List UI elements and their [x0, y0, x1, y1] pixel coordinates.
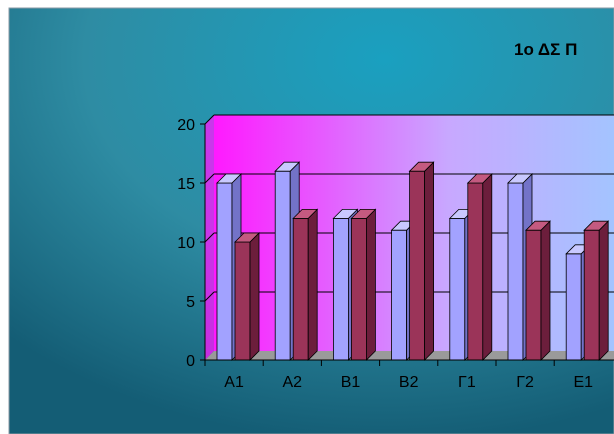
bar-2	[350, 208, 377, 361]
gridline-diagonal	[204, 291, 215, 302]
bar-top	[216, 173, 242, 184]
bar-front	[234, 241, 251, 361]
gridline-diagonal	[204, 173, 215, 184]
x-tick-label: Β2	[399, 374, 419, 391]
bar-side	[482, 173, 493, 361]
bar-2	[234, 232, 260, 361]
bar-side	[307, 208, 318, 361]
bar-front	[391, 229, 408, 361]
bar-side	[540, 220, 551, 361]
y-tick-label: 10	[177, 235, 195, 252]
bar-2	[292, 208, 319, 361]
bar-front	[507, 182, 524, 361]
bar-front	[216, 182, 233, 361]
y-tick-label: 0	[186, 353, 195, 370]
x-tick-label: Α2	[283, 374, 303, 391]
bar-side	[598, 220, 609, 361]
x-tick-label: Α1	[224, 374, 244, 391]
bar-top	[525, 220, 551, 231]
bar-front	[449, 217, 466, 361]
bar-top	[274, 161, 301, 172]
gridline-diagonal	[204, 114, 215, 125]
bar-top	[583, 220, 610, 231]
bar-top	[408, 161, 435, 172]
bar-top	[234, 232, 260, 243]
bar-front	[525, 229, 542, 361]
bar-front	[292, 217, 309, 361]
bar-side	[424, 161, 435, 361]
bar-front	[274, 170, 291, 361]
bar-top	[332, 208, 359, 219]
bar-front	[565, 253, 582, 361]
bar-front	[467, 182, 484, 361]
y-tick-label: 5	[186, 294, 195, 311]
bar-side	[249, 232, 260, 361]
bar-front	[350, 217, 367, 361]
bar-2	[466, 173, 493, 361]
bar-top	[507, 173, 533, 184]
x-tick-label: Γ2	[516, 374, 534, 391]
bar-front	[332, 217, 349, 361]
bar-top	[292, 208, 319, 219]
bar-2	[525, 220, 551, 361]
x-tick-label: Β1	[341, 374, 361, 391]
bar-2	[408, 161, 435, 361]
bar-2	[583, 220, 610, 361]
y-tick-label: 20	[177, 117, 195, 134]
x-tick-label: Γ1	[458, 374, 476, 391]
chart-title: 1ο ΔΣ Π	[514, 40, 577, 59]
gridline-diagonal	[204, 232, 215, 243]
bar-top	[466, 173, 493, 184]
y-tick-label: 15	[177, 176, 195, 193]
x-tick-label: Ε1	[574, 374, 594, 391]
bar-top	[350, 208, 377, 219]
bar-front	[583, 229, 600, 361]
bar-front	[409, 170, 426, 361]
bar-side	[365, 208, 376, 361]
